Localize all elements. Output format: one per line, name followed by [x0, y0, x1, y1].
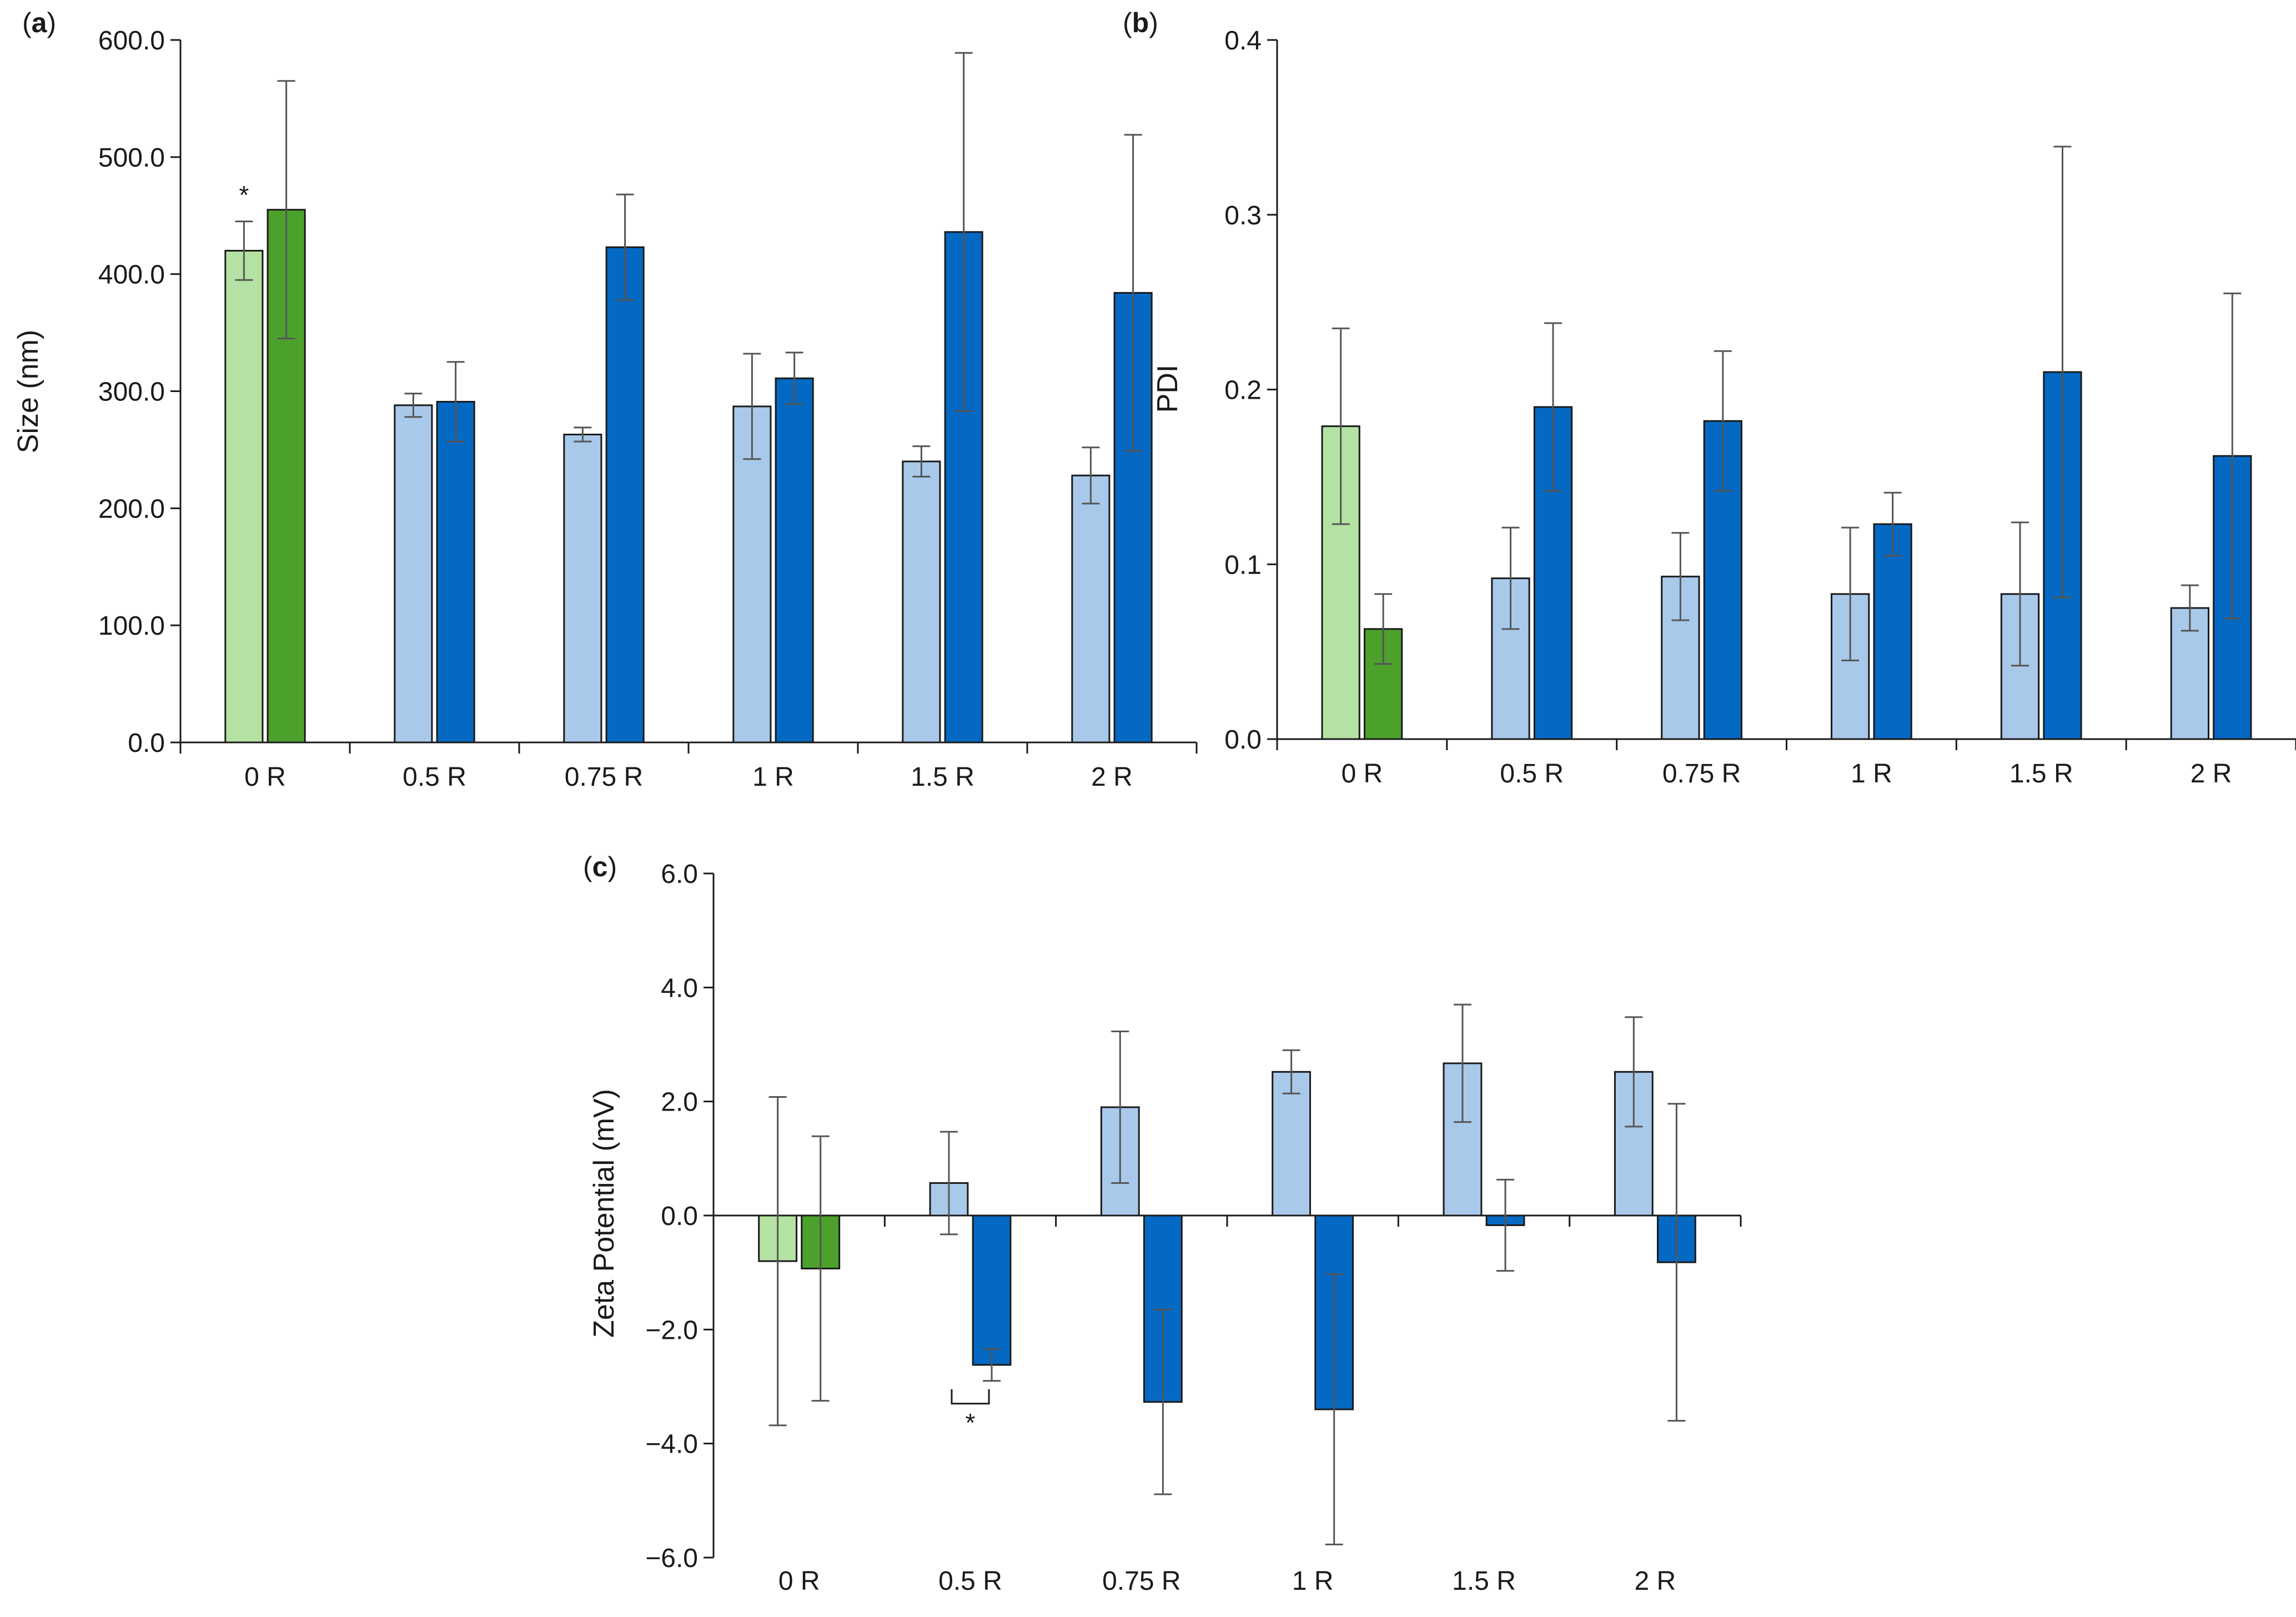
x-tick-label: 1.5 R [2009, 759, 2073, 789]
y-tick-label: 0.0 [1224, 725, 1262, 755]
chart-panel-a: 0.0 100.0 200.0 300.0 400.0 500.0 600.0 0 R 0.5 … [12, 7, 1198, 792]
panel-label-b: (b) [1123, 7, 1158, 38]
x-tick-label: 0 R [1342, 759, 1383, 789]
y-tick-label: 600.0 [98, 26, 165, 56]
bar-a-s1-c1 [224, 250, 264, 744]
bar-a-s1-c6 [1071, 474, 1111, 744]
y-tick-label: 6.0 [661, 860, 698, 889]
bar-a-s1-c5 [902, 460, 941, 744]
y-tick-label: −6.0 [645, 1544, 698, 1573]
panel-label-part: ) [47, 7, 56, 38]
bar-a-s1-c2 [394, 404, 433, 744]
x-tick-label: 0.75 R [1662, 759, 1741, 789]
y-tick-label: 4.0 [661, 973, 698, 1003]
panel-label-part: ) [1149, 7, 1158, 38]
bar-a-s2-c3 [605, 246, 645, 744]
bar-c-s1-c4 [1272, 1071, 1312, 1217]
x-tick-label: 2 R [1091, 762, 1133, 792]
y-tick-label: 500.0 [98, 143, 165, 173]
panel-label-part: ( [22, 7, 32, 38]
y-axis-title: Zeta Potential (mV) [588, 1089, 620, 1338]
x-tick-label: 1 R [1292, 1566, 1334, 1596]
x-tick-label: 1.5 R [911, 762, 974, 792]
y-tick-label: 400.0 [98, 260, 165, 290]
y-tick-label: 2.0 [661, 1088, 698, 1117]
y-tick-label: 100.0 [98, 611, 165, 641]
x-tick-label: 0.5 R [1500, 759, 1564, 789]
y-tick-label: 0.3 [1224, 201, 1262, 230]
x-tick-label: 0 R [778, 1566, 820, 1596]
bar-a-s2-c2 [436, 400, 475, 744]
bar-c-s2-c2 [972, 1214, 1012, 1366]
panel-label-part: ( [583, 851, 592, 882]
x-tick-label: 1.5 R [1452, 1566, 1516, 1596]
x-tick-label: 2 R [1634, 1566, 1676, 1596]
y-tick-label: 300.0 [98, 378, 165, 407]
x-tick-label: 1 R [1851, 759, 1892, 789]
y-axis-title: Size (nm) [12, 330, 44, 453]
x-tick-label: 0.75 R [565, 762, 643, 792]
y-tick-label: 0.4 [1224, 26, 1262, 56]
x-tick-label: 0 R [244, 762, 286, 792]
significance-bracket [951, 1389, 990, 1405]
y-tick-label: 0.0 [661, 1202, 698, 1231]
y-tick-label: −4.0 [645, 1430, 698, 1459]
y-tick-label: 0.0 [128, 729, 165, 758]
y-axis-title: PDI [1152, 365, 1184, 413]
panel-label-part: ) [607, 851, 617, 882]
x-tick-label: 0.5 R [938, 1566, 1002, 1596]
y-tick-label: 200.0 [98, 494, 165, 524]
chart-panel-b: 0.0 0.1 0.2 0.3 0.4 0 R 0.5 R 0.75 R 1 R 1.5 R 2 R… [1123, 7, 2296, 789]
panel-label-part: c [592, 851, 608, 882]
x-tick-label: 0.5 R [403, 762, 466, 792]
bar-a-s2-c4 [775, 377, 814, 744]
y-tick-label: 0.2 [1224, 376, 1262, 405]
chart-panel-c: −6.0 −4.0 −2.0 0.0 2.0 4.0 6.0 0 R 0.5 R 0.75 R 1 … [583, 851, 1742, 1596]
significance-marker: * [966, 1408, 976, 1437]
panel-label-a: (a) [22, 7, 56, 38]
x-tick-label: 1 R [752, 762, 794, 792]
bar-a-s1-c3 [563, 434, 602, 744]
bar-b-s2-c4 [1873, 523, 1912, 740]
significance-marker: * [239, 180, 249, 209]
panel-label-part: a [32, 7, 48, 38]
y-tick-label: −2.0 [645, 1315, 698, 1345]
x-tick-label: 0.75 R [1102, 1566, 1180, 1596]
y-tick-label: 0.1 [1224, 550, 1262, 580]
panel-label-part: ( [1123, 7, 1132, 38]
panel-label-part: b [1132, 7, 1149, 38]
panel-label-c: (c) [583, 851, 617, 882]
x-tick-label: 2 R [2191, 759, 2232, 789]
